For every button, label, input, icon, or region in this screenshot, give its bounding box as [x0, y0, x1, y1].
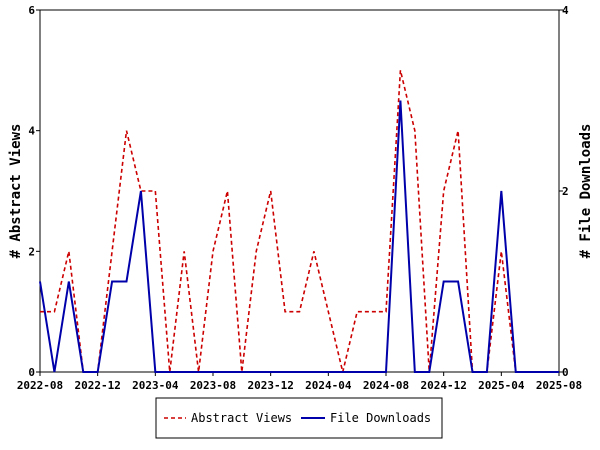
x-tick-label: 2022-12: [74, 379, 120, 392]
x-tick-label: 2023-08: [190, 379, 236, 392]
series-line-file-downloads: [39, 100, 559, 373]
x-tick-label: 2023-04: [132, 379, 179, 392]
y2-tick-label: 2: [562, 185, 569, 198]
x-tick-label: 2024-04: [305, 379, 352, 392]
x-tick-label: 2024-12: [420, 379, 466, 392]
x-tick-label: 2025-08: [536, 379, 582, 392]
series: [39, 70, 559, 373]
y-tick-label: 4: [28, 125, 35, 138]
y2-tick-label: 0: [562, 366, 569, 379]
y2-axis-title: # File Downloads: [578, 124, 594, 259]
y-tick-label: 0: [28, 366, 35, 379]
ticks: 0 2 4 6 0 2 4 2022-08 2022-12 2023-04 2023-08 2023-…: [17, 4, 582, 392]
legend-label-file-downloads: File Downloads: [330, 411, 431, 425]
x-tick-label: 2022-08: [17, 379, 63, 392]
y2-tick-label: 4: [562, 4, 569, 17]
y-tick-label: 2: [28, 245, 35, 258]
plot-area: [39, 9, 560, 373]
x-tick-label: 2024-08: [363, 379, 409, 392]
legend-label-abstract-views: Abstract Views: [191, 411, 292, 425]
legend-box: [155, 397, 443, 439]
legend: Abstract Views File Downloads: [155, 397, 443, 439]
x-tick-label: 2025-04: [478, 379, 525, 392]
y-axis-title: # Abstract Views: [8, 124, 24, 259]
x-tick-label: 2023-12: [247, 379, 293, 392]
y-tick-label: 6: [28, 4, 35, 17]
